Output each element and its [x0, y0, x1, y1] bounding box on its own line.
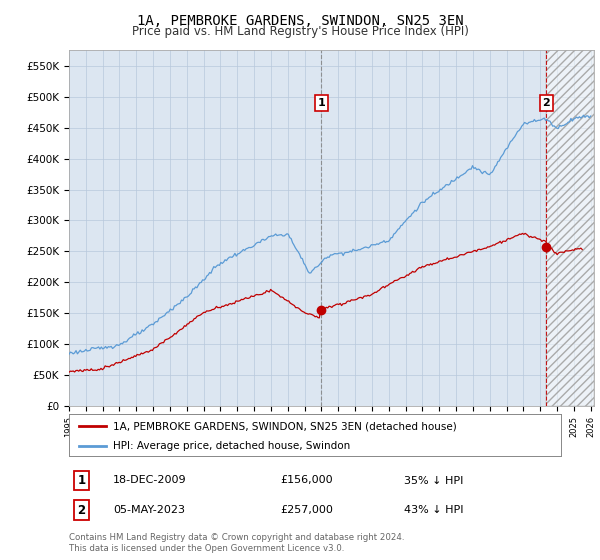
Text: HPI: Average price, detached house, Swindon: HPI: Average price, detached house, Swin… [113, 441, 350, 451]
Text: 2: 2 [542, 98, 550, 108]
Text: Contains HM Land Registry data © Crown copyright and database right 2024.
This d: Contains HM Land Registry data © Crown c… [69, 533, 404, 553]
Text: 1: 1 [77, 474, 85, 487]
Text: 05-MAY-2023: 05-MAY-2023 [113, 505, 185, 515]
Text: 43% ↓ HPI: 43% ↓ HPI [404, 505, 463, 515]
Text: 1A, PEMBROKE GARDENS, SWINDON, SN25 3EN (detached house): 1A, PEMBROKE GARDENS, SWINDON, SN25 3EN … [113, 421, 457, 431]
Text: £156,000: £156,000 [281, 475, 333, 486]
Text: £257,000: £257,000 [281, 505, 334, 515]
Text: 1A, PEMBROKE GARDENS, SWINDON, SN25 3EN: 1A, PEMBROKE GARDENS, SWINDON, SN25 3EN [137, 14, 463, 28]
Text: 2: 2 [77, 503, 85, 517]
Text: 18-DEC-2009: 18-DEC-2009 [113, 475, 187, 486]
Text: 35% ↓ HPI: 35% ↓ HPI [404, 475, 463, 486]
Polygon shape [547, 50, 594, 406]
Text: Price paid vs. HM Land Registry's House Price Index (HPI): Price paid vs. HM Land Registry's House … [131, 25, 469, 38]
Text: 1: 1 [317, 98, 325, 108]
